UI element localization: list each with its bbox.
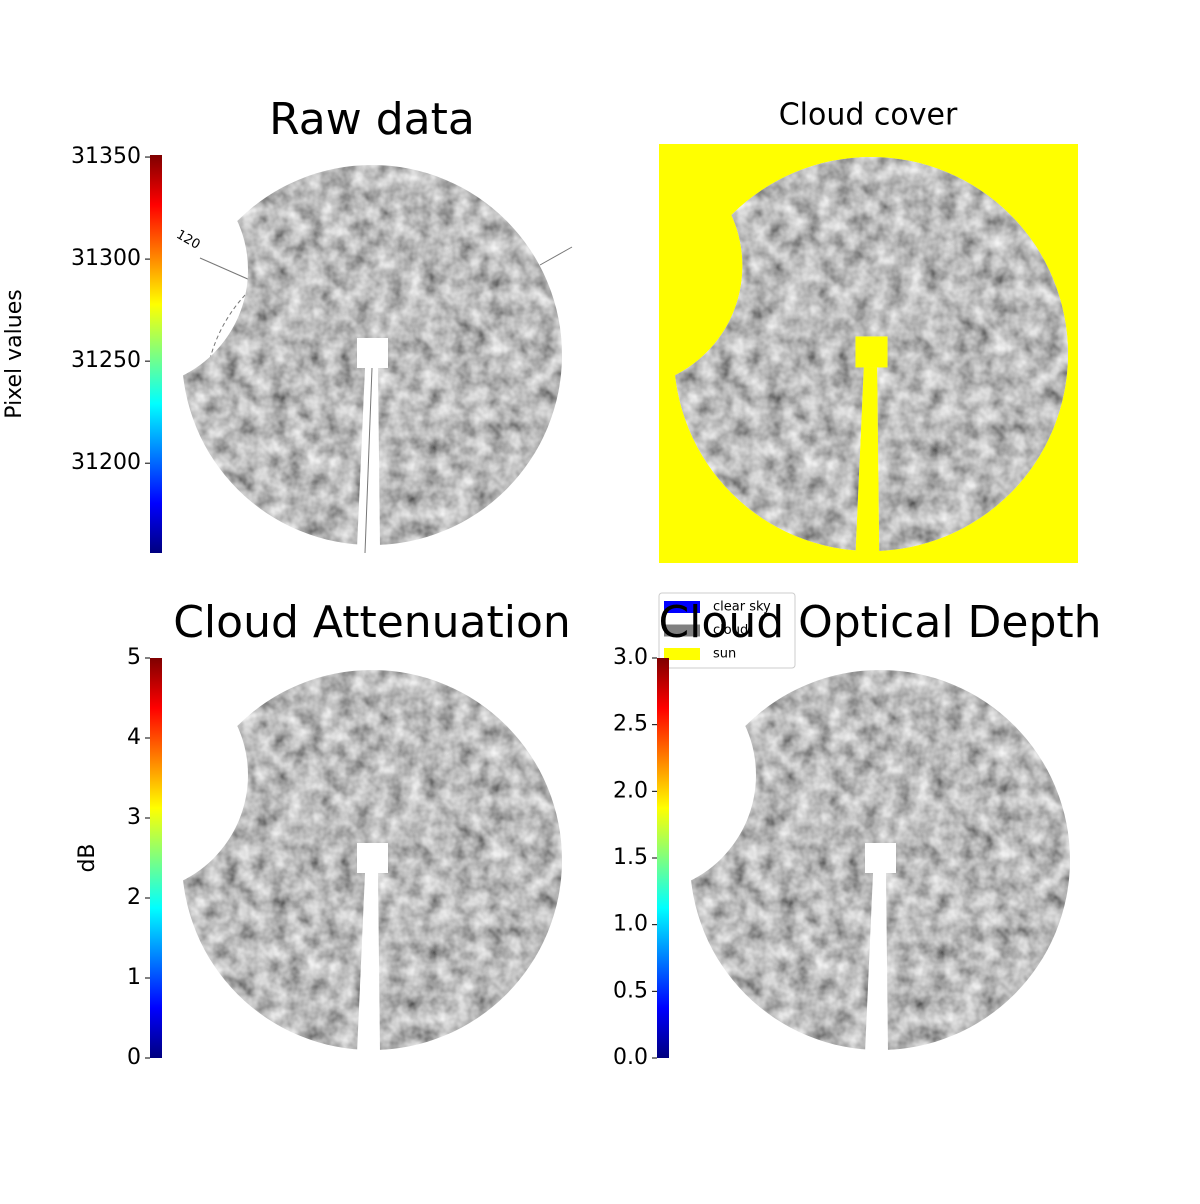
- colorbar-tick-label: 2.0: [613, 778, 648, 803]
- legend-label: cloud: [713, 623, 748, 638]
- colorbar-tick-label: 31350: [71, 144, 141, 169]
- legend-swatch: [664, 601, 700, 613]
- image-texture: [182, 165, 562, 545]
- image-texture: [182, 670, 562, 1050]
- colorbar-tick-label: 31200: [71, 450, 141, 475]
- legend-swatch: [664, 624, 700, 637]
- colorbar-tick-label: 2.5: [613, 712, 648, 737]
- colorbar-tick-label: 31250: [71, 348, 141, 373]
- legend-label: clear sky: [713, 600, 771, 615]
- colorbar-tick-label: 1: [127, 965, 141, 990]
- colorbar-tick-label: 0.0: [613, 1045, 648, 1070]
- colorbar-tick-label: 1.0: [613, 912, 648, 937]
- colorbar-tick-label: 4: [127, 725, 141, 750]
- colorbar: [657, 658, 669, 1058]
- sky-image: [182, 165, 562, 545]
- colorbar-tick-label: 3: [127, 805, 141, 830]
- colorbar-tick-label: 3.0: [613, 645, 648, 670]
- sky-image: [690, 670, 1070, 1050]
- colorbar: [150, 155, 162, 553]
- legend-label: sun: [713, 647, 736, 662]
- legend-swatch: [664, 648, 700, 660]
- colorbar: [150, 658, 162, 1058]
- panel-title: Cloud cover: [779, 98, 958, 133]
- colorbar-label: Pixel values: [2, 289, 27, 418]
- colorbar-label: dB: [75, 843, 100, 872]
- image-texture: [674, 157, 1068, 551]
- colorbar-tick-label: 0: [127, 1045, 141, 1070]
- colorbar-tick-label: 2: [127, 885, 141, 910]
- sky-image: [674, 157, 1068, 551]
- image-texture: [690, 670, 1070, 1050]
- sky-image: [182, 670, 562, 1050]
- colorbar-tick-label: 1.5: [613, 845, 648, 870]
- panel-title: Cloud Attenuation: [173, 597, 571, 648]
- panel-title: Raw data: [269, 94, 475, 145]
- colorbar-tick-label: 0.5: [613, 978, 648, 1003]
- panel-title: Cloud Optical Depth: [658, 597, 1101, 648]
- colorbar-tick-label: 31300: [71, 246, 141, 271]
- colorbar-tick-label: 5: [127, 645, 141, 670]
